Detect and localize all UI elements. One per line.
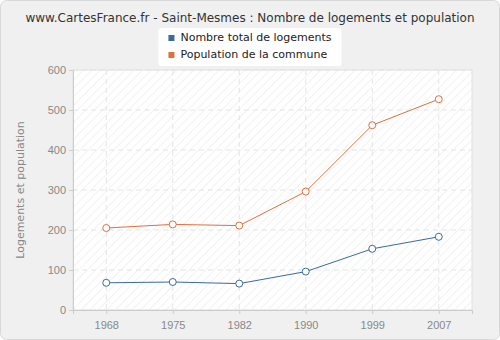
- tick-mark: [372, 310, 373, 314]
- x-axis: 1968 1975 1982 1990 1999 2007: [74, 310, 473, 331]
- grid-line: [73, 150, 472, 151]
- plot: [103, 96, 443, 287]
- grid-line: [106, 70, 107, 310]
- tick: 1968: [95, 310, 119, 331]
- marker: [236, 280, 243, 287]
- legend-item: Nombre total de logements: [168, 31, 331, 44]
- tick-label: 200: [48, 224, 66, 236]
- tick: 2007: [427, 310, 451, 331]
- tick: 1990: [294, 310, 318, 331]
- tick-label: 2007: [427, 319, 451, 331]
- y-axis: 0 100 200 300 400 500 600: [48, 64, 74, 316]
- legend-swatch: [168, 35, 174, 41]
- chart: 0 100 200 300 400 500 600 1968 1975 1982 1990 1999 2…: [0, 0, 500, 340]
- series-line: [106, 99, 439, 228]
- background: [1, 1, 500, 340]
- y-axis-title: Logements et population: [14, 121, 27, 259]
- tick: 400: [48, 144, 73, 156]
- marker: [169, 221, 176, 228]
- legend-label: Nombre total de logements: [180, 31, 331, 44]
- marker: [435, 233, 442, 240]
- tick-mark: [69, 270, 73, 271]
- plot-area: [73, 70, 472, 310]
- tick: 200: [48, 224, 73, 236]
- marker: [435, 96, 442, 103]
- marker: [302, 268, 309, 275]
- tick: 600: [48, 64, 73, 76]
- marker: [369, 122, 376, 129]
- legend-label: Population de la commune: [180, 48, 327, 61]
- tick-mark: [69, 230, 73, 231]
- tick-label: 100: [48, 264, 66, 276]
- tick-label: 0: [60, 304, 66, 316]
- tick-mark: [306, 310, 307, 314]
- tick-mark: [173, 310, 174, 314]
- tick-label: 1975: [161, 319, 185, 331]
- tick: 100: [48, 264, 73, 276]
- grid-line: [239, 70, 240, 310]
- tick-label: 300: [48, 184, 66, 196]
- tick-mark: [439, 310, 440, 314]
- tick-label: 1999: [361, 319, 385, 331]
- tick-mark: [239, 310, 240, 314]
- grid-line: [73, 190, 472, 191]
- marker: [169, 279, 176, 286]
- tick-mark: [69, 70, 73, 71]
- tick: 1975: [161, 310, 185, 331]
- marker: [103, 225, 110, 232]
- tick-label: 1982: [228, 319, 252, 331]
- tick: 1999: [361, 310, 385, 331]
- tick-mark: [69, 190, 73, 191]
- tick-label: 600: [48, 64, 66, 76]
- tick-mark: [69, 110, 73, 111]
- marker: [369, 245, 376, 252]
- grid-line: [73, 230, 472, 231]
- tick: 500: [48, 104, 73, 116]
- grid-line: [438, 70, 439, 310]
- tick-mark: [69, 310, 73, 311]
- marker: [236, 222, 243, 229]
- tick-label: 1968: [95, 319, 119, 331]
- legend-item: Population de la commune: [168, 48, 327, 61]
- axis-line: [69, 71, 74, 311]
- tick: 0: [60, 304, 73, 316]
- legend: Nombre total de logements Population de l…: [158, 28, 341, 66]
- marker: [302, 188, 309, 195]
- legend-box: [158, 28, 341, 66]
- tick: 300: [48, 184, 73, 196]
- marker: [103, 279, 110, 286]
- tick: 1982: [228, 310, 252, 331]
- tick-mark: [69, 150, 73, 151]
- series-line: [106, 237, 439, 284]
- tick-label: 1990: [294, 319, 318, 331]
- legend-swatch: [168, 52, 174, 58]
- title: www.CartesFrance.fr - Saint-Mesmes : Nom…: [25, 11, 474, 25]
- tick-label: 400: [48, 144, 66, 156]
- axis-line: [74, 311, 473, 315]
- grid: [73, 70, 472, 310]
- grid-line: [372, 70, 373, 310]
- grid-line: [172, 70, 173, 310]
- grid-line: [73, 70, 472, 71]
- grid-line: [73, 270, 472, 271]
- tick-mark: [106, 310, 107, 314]
- tick-label: 500: [48, 104, 66, 116]
